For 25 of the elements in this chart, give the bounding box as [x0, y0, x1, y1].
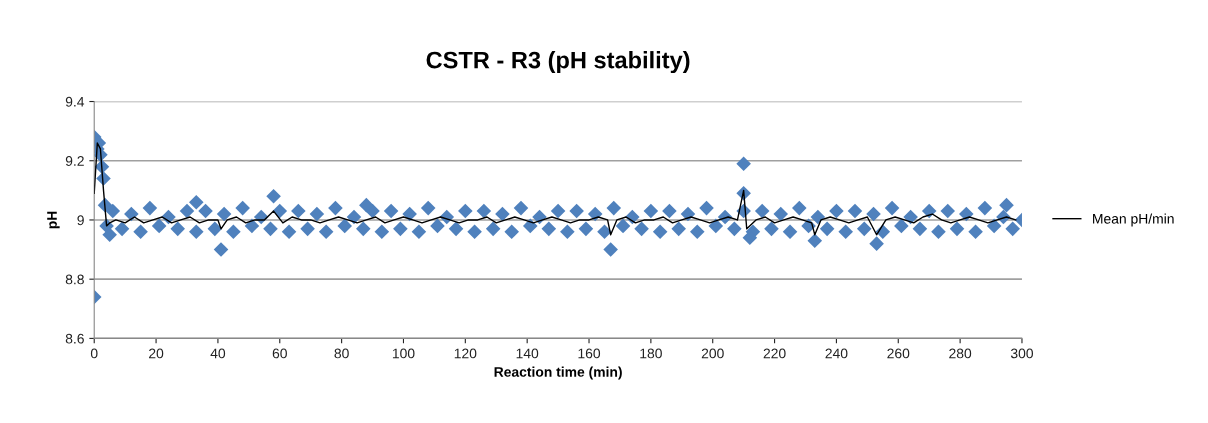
- x-tick-label: 240: [825, 348, 848, 359]
- x-tick-label: 300: [1010, 348, 1034, 359]
- x-tick-label: 40: [210, 348, 226, 359]
- x-tick-label: 260: [887, 348, 910, 359]
- x-tick-label: 280: [949, 348, 972, 359]
- x-tick-label: 220: [763, 348, 786, 359]
- x-tick-label: 0: [90, 348, 98, 359]
- y-tick-label: 9.2: [65, 156, 84, 166]
- y-tick-label: 9: [77, 215, 84, 226]
- y-tick-label: 8.6: [65, 333, 84, 344]
- y-tick-label: 9.4: [65, 96, 85, 107]
- y-tick-label: 8.8: [65, 274, 84, 285]
- x-tick-label: 120: [454, 348, 477, 359]
- x-tick-label: 140: [516, 348, 539, 359]
- x-tick-label: 80: [334, 348, 349, 359]
- x-tick-label: 180: [640, 348, 662, 359]
- x-tick-label: 100: [392, 348, 415, 359]
- chart-title: CSTR - R3 (pH stability): [426, 51, 690, 74]
- legend-label: Mean pH/min: [1093, 213, 1174, 227]
- y-axis-title: pH: [47, 211, 60, 229]
- x-axis-title: Reaction time (min): [494, 366, 622, 380]
- x-tick-label: 60: [272, 348, 287, 359]
- x-tick-label: 200: [701, 348, 724, 359]
- x-tick-label: 20: [149, 348, 164, 359]
- x-tick-label: 160: [578, 348, 601, 359]
